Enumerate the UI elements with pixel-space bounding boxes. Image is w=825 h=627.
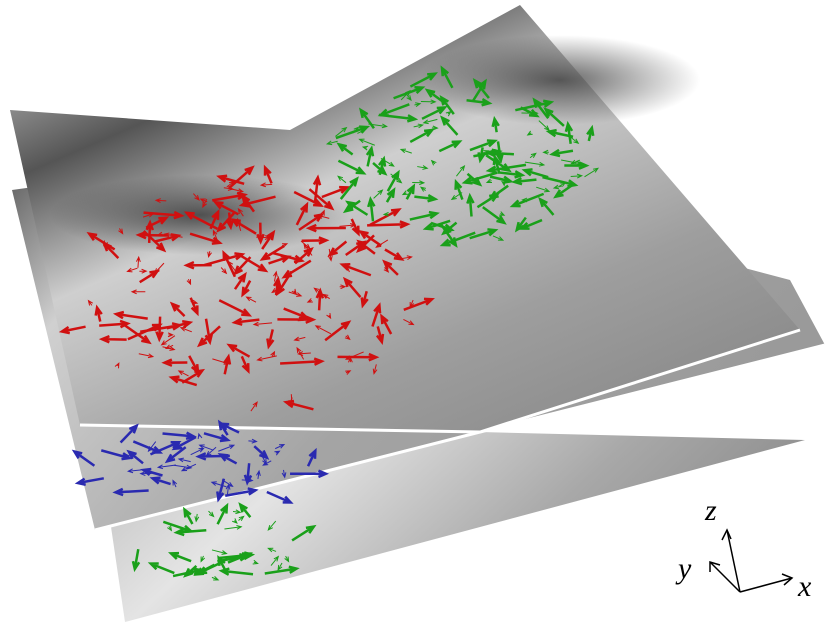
- y-label: y: [675, 552, 692, 585]
- axis-heads: [710, 530, 792, 585]
- x-label: x: [797, 570, 812, 603]
- z-axis: [727, 530, 740, 592]
- y-axis: [710, 562, 740, 592]
- figure: z y x: [0, 0, 825, 627]
- axis-triad: [710, 530, 792, 592]
- z-label: z: [704, 494, 717, 527]
- page: z y x (() => { const data = JSON.parse(d…: [0, 0, 825, 627]
- shadow: [50, 175, 350, 255]
- shadow: [420, 35, 700, 125]
